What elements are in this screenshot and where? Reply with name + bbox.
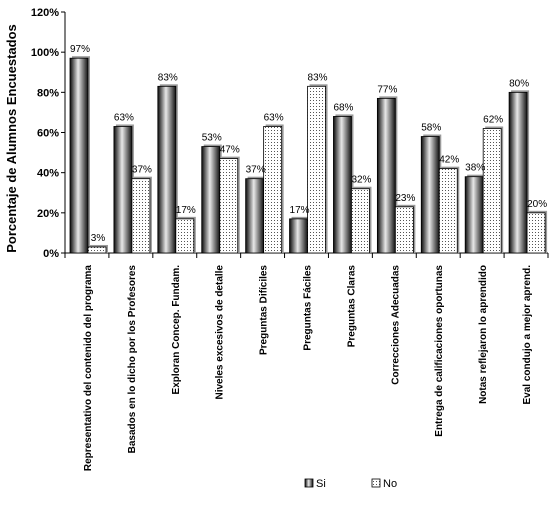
category-label: Niveles excesivos de detalle xyxy=(215,265,226,400)
legend-entry-si: Si xyxy=(316,478,326,490)
data-label: 58% xyxy=(421,123,441,134)
legend-swatch-si xyxy=(304,478,314,488)
data-label: 83% xyxy=(308,72,328,83)
data-label: 17% xyxy=(176,205,196,216)
bar-no-5 xyxy=(307,85,326,254)
legend-entry-no: No xyxy=(383,478,397,490)
data-label: 37% xyxy=(246,165,266,176)
y-tick-label: 120% xyxy=(31,7,59,19)
bar-no-2 xyxy=(175,218,195,254)
y-axis-label: Porcentaje de Alumnos Encuestados xyxy=(4,24,19,253)
y-tick-label: 0% xyxy=(43,248,59,260)
bar-si-2 xyxy=(157,85,177,254)
bar-si-8 xyxy=(420,136,440,254)
y-tick-label: 60% xyxy=(37,128,59,140)
legend-swatch-no xyxy=(371,478,381,488)
bar-no-9 xyxy=(482,128,502,254)
data-label: 62% xyxy=(483,114,503,125)
bar-no-3 xyxy=(219,158,239,254)
bar-no-8 xyxy=(438,168,458,254)
data-label: 38% xyxy=(465,163,485,174)
data-label: 83% xyxy=(158,72,178,83)
data-label: 42% xyxy=(439,155,459,166)
bar-no-1 xyxy=(131,178,151,254)
bar-si-9 xyxy=(464,176,484,254)
data-label: 20% xyxy=(527,199,547,210)
y-tick-label: 80% xyxy=(37,87,59,99)
category-label: Basados en lo dicho por los Profesores xyxy=(127,265,138,454)
bar-si-6 xyxy=(333,116,352,254)
data-label: 47% xyxy=(220,145,240,156)
y-tick-label: 20% xyxy=(37,208,59,220)
category-label: Representativo del contenido del program… xyxy=(83,265,94,472)
data-label: 37% xyxy=(132,165,152,176)
category-label: Preguntas Claras xyxy=(346,265,357,348)
y-tick-label: 100% xyxy=(31,47,59,59)
category-label: Entrega de calificaciones oportunas xyxy=(434,265,445,437)
bar-si-5 xyxy=(289,218,308,254)
bar-no-6 xyxy=(351,188,370,254)
bar-no-0 xyxy=(87,246,107,254)
bar-no-4 xyxy=(263,126,283,254)
data-label: 17% xyxy=(290,205,310,216)
bar-si-0 xyxy=(69,57,89,254)
bar-si-7 xyxy=(376,97,396,254)
data-label: 23% xyxy=(395,193,415,204)
data-label: 77% xyxy=(377,84,397,95)
bar-si-3 xyxy=(201,146,221,254)
data-label: 3% xyxy=(91,233,106,244)
category-label: Correcciones Adecuadas xyxy=(390,265,401,385)
bar-si-10 xyxy=(508,91,528,254)
category-label: Preguntas Fáciles xyxy=(303,265,314,351)
category-label: Eval condujo a mejor aprend. xyxy=(522,265,533,405)
bar-si-1 xyxy=(113,126,133,254)
bar-si-4 xyxy=(245,178,265,254)
data-label: 53% xyxy=(202,133,222,144)
bar-no-10 xyxy=(526,212,546,254)
category-label: Notas reflejaron lo aprendido xyxy=(478,265,489,404)
data-label: 97% xyxy=(70,44,90,55)
category-label: Exploran Concep. Fundam. xyxy=(171,265,182,395)
data-label: 63% xyxy=(114,112,134,123)
data-label: 80% xyxy=(509,78,529,89)
category-label: Preguntas Difíciles xyxy=(259,265,270,355)
data-label: 68% xyxy=(333,102,353,113)
data-label: 32% xyxy=(351,175,371,186)
data-label: 63% xyxy=(264,112,284,123)
bar-no-7 xyxy=(394,206,414,254)
y-tick-label: 40% xyxy=(37,168,59,180)
